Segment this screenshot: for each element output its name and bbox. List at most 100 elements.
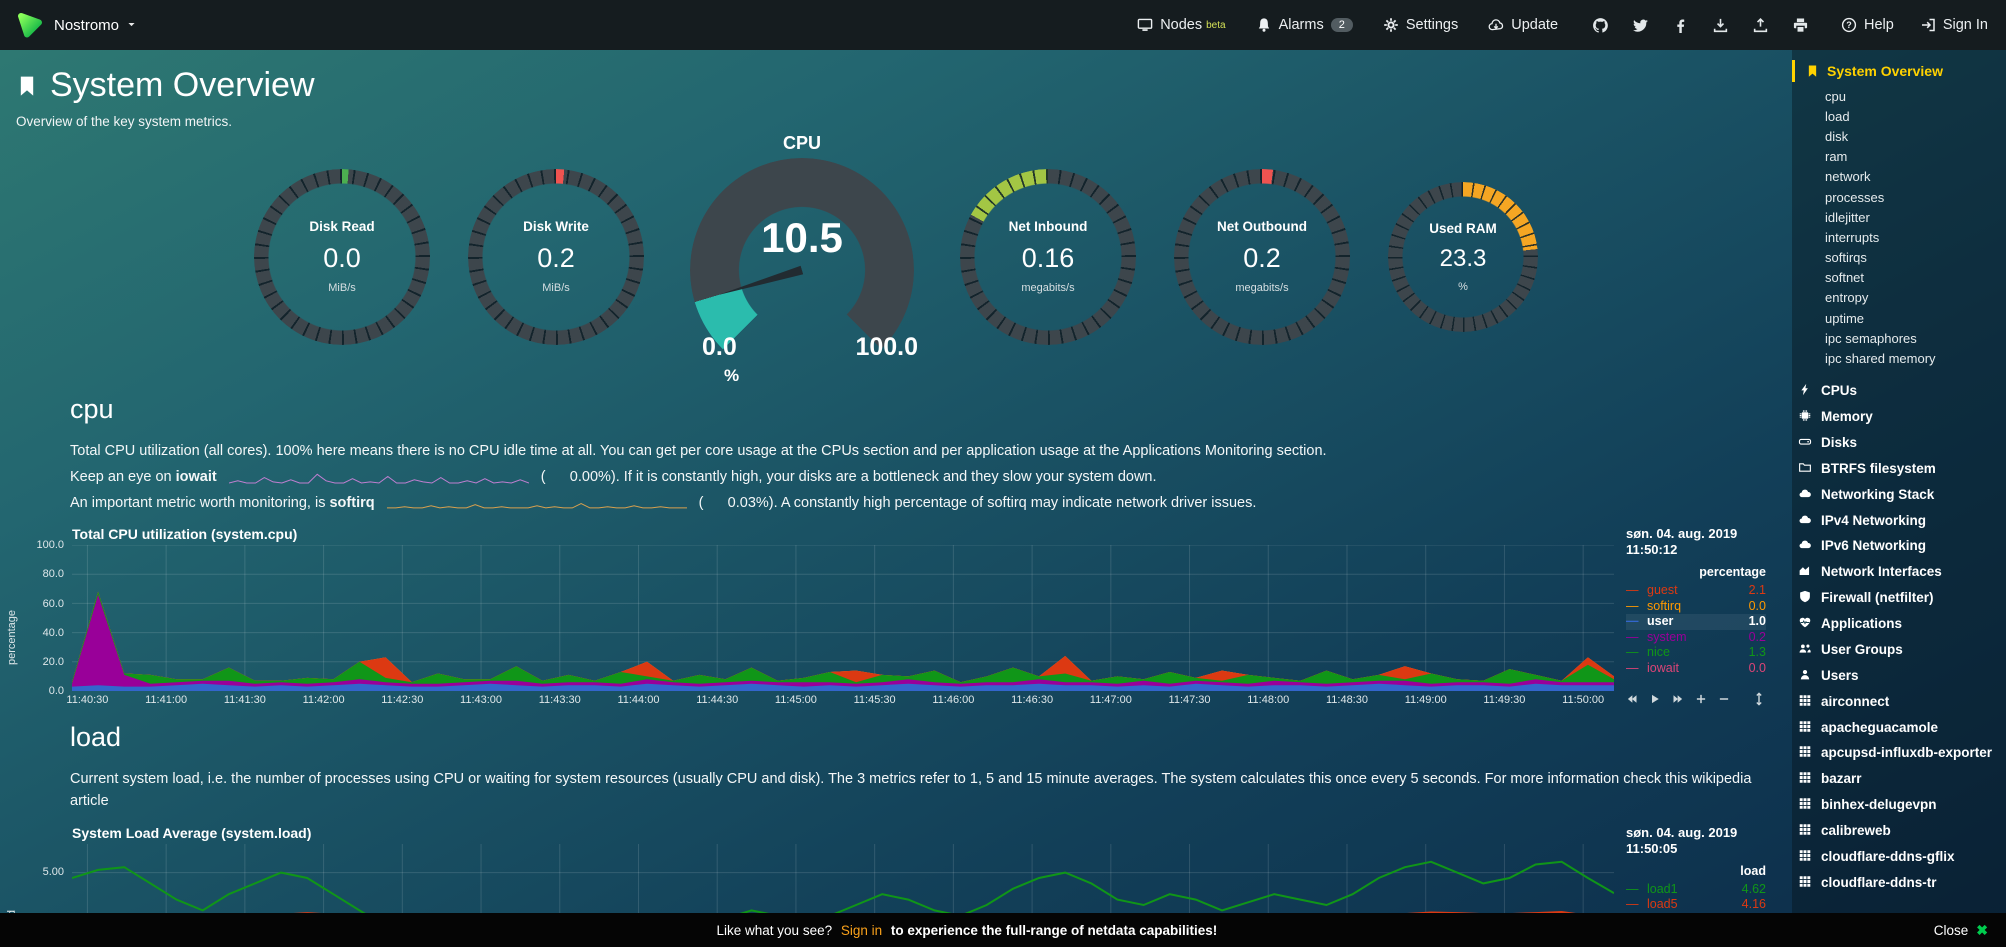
nav-nodes[interactable]: Nodes beta [1137, 17, 1226, 33]
sidebar-item-ipv4-networking[interactable]: IPv4 Networking [1798, 508, 1994, 534]
monitor-icon [1137, 17, 1153, 33]
sidebar-link-softnet[interactable]: softnet [1825, 270, 1865, 286]
gauge-unit: megabits/s [1235, 282, 1289, 294]
gauge-ring [1388, 181, 1538, 332]
sidebar-link-softirqs[interactable]: softirqs [1825, 250, 1867, 266]
sidebar-link-idlejitter[interactable]: idlejitter [1825, 209, 1870, 225]
gauge-disk-write[interactable]: Disk Write 0.2 MiB/s [468, 168, 644, 345]
sign-in-icon [1920, 17, 1936, 33]
iowait-sparkline[interactable] [228, 469, 529, 484]
sidebar-item-memory[interactable]: Memory [1798, 405, 1994, 431]
header-btn-upload[interactable] [1752, 17, 1769, 34]
play-icon[interactable] [1649, 693, 1661, 705]
sidebar-item-apacheguacamole[interactable]: apacheguacamole [1798, 715, 1994, 741]
grid-icon [1798, 745, 1813, 758]
gauge-used-ram[interactable]: Used RAM 23.3 % [1388, 181, 1538, 332]
plus-icon[interactable] [1695, 693, 1707, 705]
y-tick-label: 20.0 [42, 656, 64, 669]
forward-icon[interactable] [1672, 693, 1684, 705]
gauge-net-inbound[interactable]: Net Inbound 0.16 megabits/s [960, 168, 1136, 345]
sidebar-link-processes[interactable]: processes [1825, 189, 1885, 205]
x-tick-label: 11:43:30 [538, 694, 581, 707]
legend-user[interactable]: — user 1.0 [1626, 614, 1766, 630]
bell-icon [1256, 17, 1272, 33]
sign-in-link[interactable]: Sign in [840, 922, 883, 938]
sidebar-item-apcupsd-influxdb-exporter[interactable]: apcupsd-influxdb-exporter [1798, 741, 1994, 767]
sidebar-item-user-groups[interactable]: User Groups [1798, 637, 1994, 663]
nav-update[interactable]: Update [1488, 17, 1558, 33]
gauge-net-outbound[interactable]: Net Outbound 0.2 megabits/s [1174, 168, 1350, 345]
sidebar-item-cpus[interactable]: CPUs [1798, 379, 1994, 405]
sidebar-item-firewall-netfilter[interactable]: Firewall (netfilter) [1798, 586, 1994, 612]
backward-icon[interactable] [1626, 693, 1638, 705]
sidebar-item-binhex-delugevpn[interactable]: binhex-delugevpn [1798, 793, 1994, 819]
header-btn-twitter[interactable] [1632, 17, 1649, 34]
minus-icon[interactable] [1718, 693, 1730, 705]
legend-load5[interactable]: — load5 4.16 [1626, 897, 1766, 913]
legend-iowait[interactable]: — iowait 0.0 [1626, 661, 1766, 677]
x-tick-label: 11:47:00 [1089, 694, 1132, 707]
x-tick-label: 11:43:00 [460, 694, 503, 707]
user-icon [1798, 668, 1813, 681]
sidebar-item-users[interactable]: Users [1798, 663, 1994, 689]
header-btn-download[interactable] [1712, 17, 1729, 34]
sidebar-item-system-overview[interactable]: System Overview [1792, 60, 2006, 82]
sidebar-link-cpu[interactable]: cpu [1825, 88, 1846, 104]
header-btn-facebook[interactable] [1672, 17, 1689, 34]
sidebar-item-bazarr[interactable]: bazarr [1798, 767, 1994, 793]
legend-softirq[interactable]: — softirq 0.0 [1626, 599, 1766, 615]
header-btn-print[interactable] [1792, 17, 1809, 34]
heartbeat-icon [1798, 616, 1813, 629]
sidebar-item-disks[interactable]: Disks [1798, 430, 1994, 456]
sidebar-item-networking-stack[interactable]: Networking Stack [1798, 482, 1994, 508]
nav-alarms[interactable]: Alarms 2 [1256, 17, 1353, 33]
x-tick-label: 11:49:30 [1483, 694, 1526, 707]
plot-area[interactable] [72, 545, 1614, 692]
legend-guest[interactable]: — guest 2.1 [1626, 583, 1766, 599]
sidebar-item-ipv6-networking[interactable]: IPv6 Networking [1798, 534, 1994, 560]
cpu-description: Total CPU utilization (all cores). 100% … [70, 443, 1327, 459]
x-tick-label: 11:41:00 [145, 694, 188, 707]
close-button[interactable]: Close ✖ [1934, 922, 2006, 939]
sidebar-item-cloudflare-ddns-tr[interactable]: cloudflare-ddns-tr [1798, 870, 1994, 896]
sidebar-link-interrupts[interactable]: interrupts [1825, 229, 1880, 245]
y-tick-label: 0.0 [48, 685, 64, 698]
gauge-disk-read[interactable]: Disk Read 0.0 MiB/s [254, 168, 430, 345]
sidebar-link-disk[interactable]: disk [1825, 128, 1849, 144]
sidebar-link-ipc-shared-memory[interactable]: ipc shared memory [1825, 351, 1936, 367]
x-tick-label: 11:49:00 [1404, 694, 1447, 707]
sidebar-link-uptime[interactable]: uptime [1825, 310, 1865, 326]
sidebar-item-cloudflare-ddns-gflix[interactable]: cloudflare-ddns-gflix [1798, 844, 1994, 870]
netdata-logo[interactable] [16, 11, 44, 39]
softirq-value: ( 0.03%). [698, 494, 778, 511]
chart-title: System Load Average (system.load) [72, 824, 312, 841]
legend-load1[interactable]: — load1 4.62 [1626, 882, 1766, 898]
softirq-prefix: An important metric worth monitoring, is [70, 494, 326, 511]
legend-value: 0.2 [1748, 629, 1766, 644]
header-btn-github[interactable] [1592, 17, 1609, 34]
sidebar-item-applications[interactable]: Applications [1798, 612, 1994, 638]
node-selector[interactable]: Nostromo [54, 17, 137, 34]
sidebar-item-airconnect[interactable]: airconnect [1798, 689, 1994, 715]
sidebar-link-ipc-semaphores[interactable]: ipc semaphores [1825, 330, 1917, 346]
nav-sign-in[interactable]: Sign In [1920, 17, 1988, 33]
softirq-sparkline[interactable] [386, 495, 687, 510]
sidebar-item-network-interfaces[interactable]: Network Interfaces [1798, 560, 1994, 586]
legend-nice[interactable]: — nice 1.3 [1626, 645, 1766, 661]
sidebar-item-calibreweb[interactable]: calibreweb [1798, 819, 1994, 845]
sidebar-link-entropy[interactable]: entropy [1825, 290, 1869, 306]
sidebar-link-ram[interactable]: ram [1825, 149, 1848, 165]
gauge-value: 0.2 [1243, 243, 1281, 273]
gauge-unit: megabits/s [1021, 282, 1075, 294]
nav-settings[interactable]: Settings [1383, 17, 1458, 33]
sidebar-link-network[interactable]: network [1825, 169, 1871, 185]
node-name: Nostromo [54, 16, 120, 34]
y-axis-title: percentage [6, 609, 18, 666]
sidebar-item-btrfs-filesystem[interactable]: BTRFS filesystem [1798, 456, 1994, 482]
sidebar-link-load[interactable]: load [1825, 108, 1850, 124]
legend-system[interactable]: — system 0.2 [1626, 630, 1766, 646]
iowait-line: Keep an eye on iowait ( 0.00%). If it is… [70, 467, 1784, 489]
resize-handle-icon[interactable] [1752, 692, 1766, 706]
nav-help[interactable]: ? Help [1841, 17, 1894, 33]
cpu-gauge[interactable]: CPU 10.5 0.0 100.0 % [690, 133, 918, 385]
